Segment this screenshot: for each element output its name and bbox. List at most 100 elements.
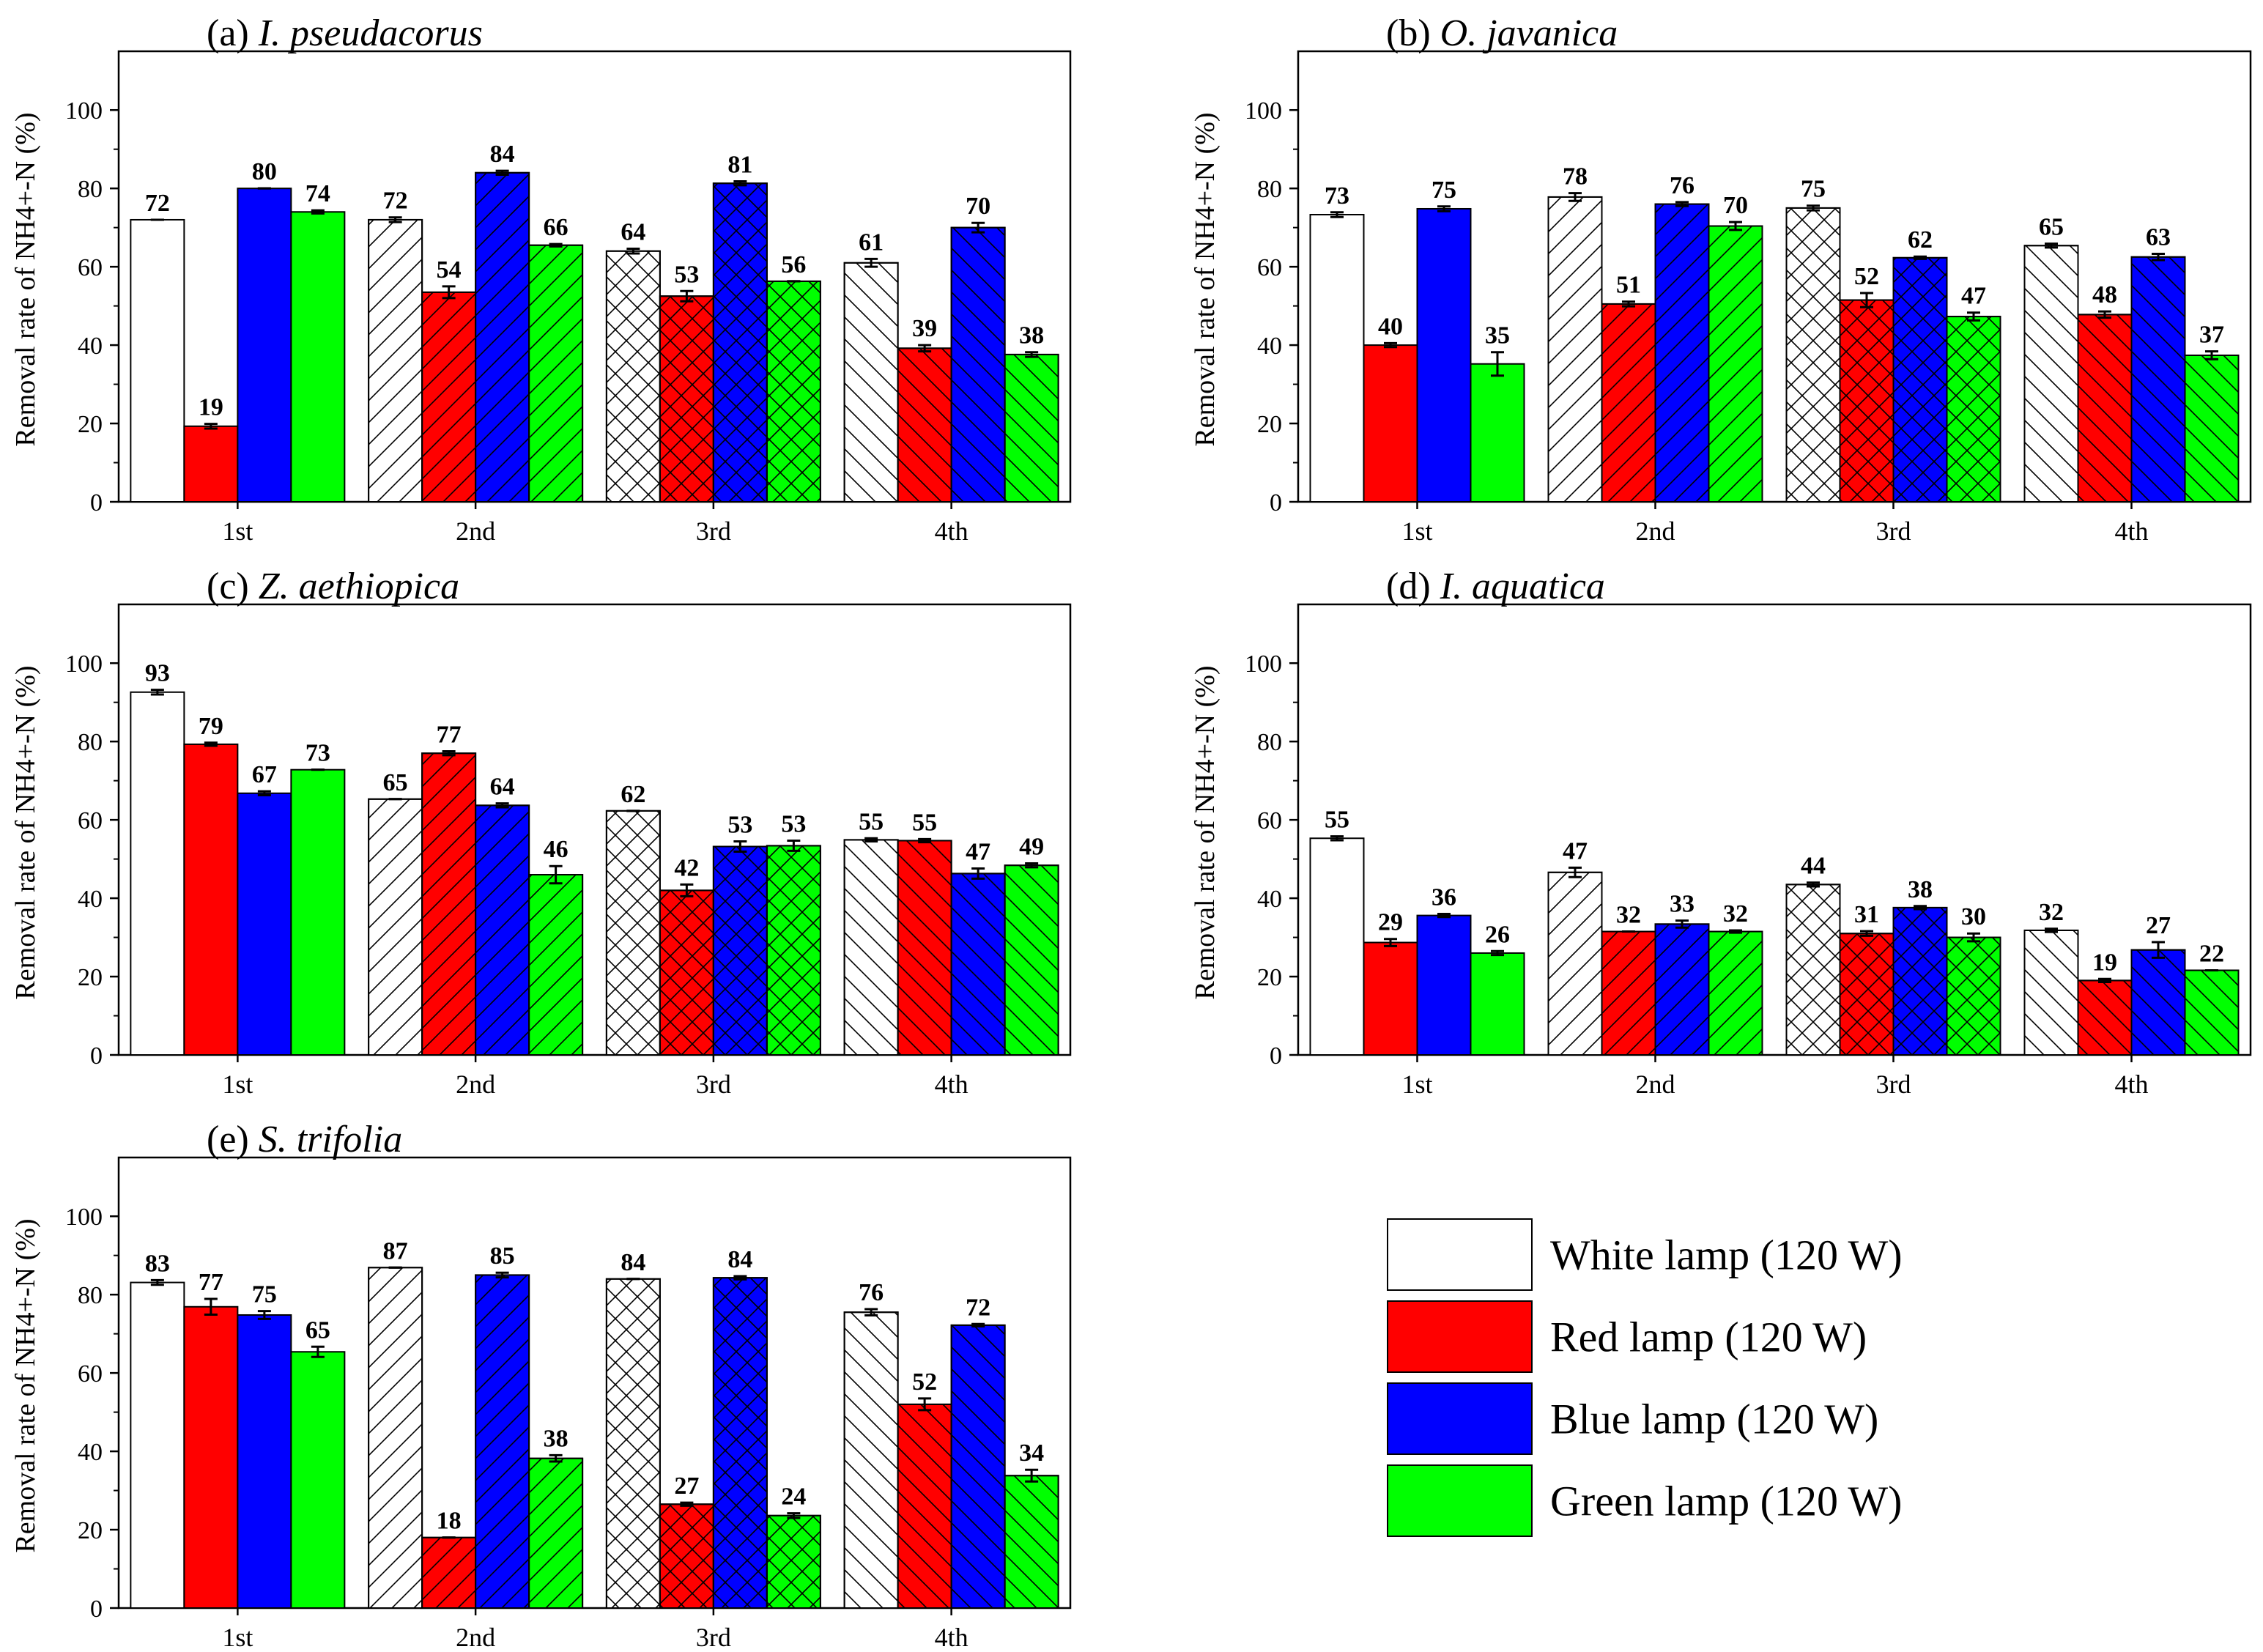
data-label: 46 xyxy=(544,836,568,863)
bar-hatch xyxy=(1946,316,2001,503)
bar-hatch xyxy=(605,1278,661,1609)
data-label: 75 xyxy=(1801,176,1826,203)
data-label: 84 xyxy=(621,1249,645,1276)
x-tick-label: 2nd xyxy=(456,1070,495,1099)
data-label: 55 xyxy=(859,808,884,835)
bar xyxy=(1309,214,1365,503)
data-label: 38 xyxy=(544,1425,568,1452)
chart-title-prefix: (d) xyxy=(1386,566,1440,607)
bar-hatch xyxy=(950,873,1006,1056)
bar-hatch xyxy=(1839,299,1895,503)
data-label: 72 xyxy=(145,190,170,217)
bar-hatch xyxy=(475,171,530,503)
data-label: 55 xyxy=(1325,807,1349,834)
data-label: 38 xyxy=(1019,322,1044,349)
y-axis-label: Removal rate of NH4+-N (%) xyxy=(10,665,41,999)
data-label: 56 xyxy=(781,251,806,278)
data-label: 42 xyxy=(674,854,699,881)
data-label: 75 xyxy=(252,1281,277,1308)
data-label: 72 xyxy=(966,1294,990,1321)
data-label: 84 xyxy=(490,141,515,168)
bar-hatch xyxy=(421,291,477,503)
data-label: 53 xyxy=(674,261,699,288)
bar xyxy=(237,792,292,1056)
bar xyxy=(290,211,346,503)
bar-hatch xyxy=(1654,923,1710,1056)
chart-title-prefix: (c) xyxy=(207,566,259,607)
y-tick-label: 80 xyxy=(1257,729,1282,756)
y-axis-label: Removal rate of NH4+-N (%) xyxy=(10,1218,41,1552)
y-tick-label: 40 xyxy=(78,333,103,360)
bar xyxy=(237,1314,292,1610)
data-label: 37 xyxy=(2199,322,2224,349)
data-label: 65 xyxy=(383,769,408,796)
bar-hatch xyxy=(712,1277,768,1609)
bar-hatch xyxy=(897,347,952,503)
bar xyxy=(1363,941,1418,1056)
data-label: 73 xyxy=(1325,182,1349,210)
chart-title: (b) O. javanica xyxy=(1386,12,1618,54)
bar xyxy=(1363,344,1418,503)
data-label: 77 xyxy=(437,722,462,749)
data-label: 66 xyxy=(544,214,568,241)
plot-frame xyxy=(1297,50,2252,503)
bar-hatch xyxy=(528,1457,584,1609)
data-label: 64 xyxy=(490,774,515,801)
bar-hatch xyxy=(368,798,423,1056)
y-tick-label: 100 xyxy=(65,651,103,678)
data-label: 76 xyxy=(859,1279,884,1306)
y-tick-label: 0 xyxy=(90,489,103,516)
x-tick-label: 4th xyxy=(935,516,968,546)
bar xyxy=(290,768,346,1056)
legend-swatch xyxy=(1387,1300,1533,1373)
chart-title-species: I. pseudacorus xyxy=(258,12,483,54)
bar-hatch xyxy=(843,262,899,503)
bar xyxy=(130,218,185,503)
bar-hatch xyxy=(897,1403,952,1610)
data-label: 52 xyxy=(1854,263,1879,290)
bar xyxy=(1470,952,1525,1056)
bar-hatch xyxy=(368,218,423,503)
bar-hatch xyxy=(1004,1475,1059,1610)
data-label: 67 xyxy=(252,761,277,788)
y-tick-label: 20 xyxy=(78,411,103,438)
bar-hatch xyxy=(2077,314,2133,503)
data-label: 62 xyxy=(1908,226,1933,253)
plot-frame xyxy=(117,603,1072,1056)
x-tick-label: 2nd xyxy=(1636,516,1675,546)
x-tick-label: 2nd xyxy=(456,516,495,546)
y-tick-label: 100 xyxy=(65,97,103,125)
chart-title: (c) Z. aethiopica xyxy=(207,566,459,607)
data-label: 47 xyxy=(966,838,990,865)
chart-title-species: Z. aethiopica xyxy=(259,566,459,607)
data-label: 83 xyxy=(145,1250,170,1277)
bar-hatch xyxy=(605,810,661,1056)
data-label: 38 xyxy=(1908,876,1933,903)
data-label: 87 xyxy=(383,1237,408,1264)
x-tick-label: 1st xyxy=(222,1623,253,1652)
data-label: 27 xyxy=(2146,912,2171,939)
y-tick-label: 20 xyxy=(1257,411,1282,438)
bar-hatch xyxy=(368,1267,423,1609)
y-tick-label: 0 xyxy=(90,1042,103,1070)
data-label: 70 xyxy=(966,193,990,220)
bar-hatch xyxy=(659,295,714,503)
data-label: 26 xyxy=(1485,921,1510,948)
y-tick-label: 60 xyxy=(78,807,103,834)
y-tick-label: 100 xyxy=(1245,97,1282,125)
y-tick-label: 40 xyxy=(1257,886,1282,913)
chart-panel-1: 0 20 40 60 80 100 Removal rate of NH4+-N (%) (a… xyxy=(10,12,1072,546)
data-label: 85 xyxy=(490,1242,515,1270)
bar xyxy=(183,743,239,1056)
x-tick-label: 2nd xyxy=(456,1623,495,1652)
bar-hatch xyxy=(2184,969,2240,1056)
data-label: 70 xyxy=(1723,192,1748,219)
data-label: 48 xyxy=(2092,281,2117,308)
data-label: 61 xyxy=(859,229,884,256)
chart-title-prefix: (b) xyxy=(1386,12,1440,54)
chart-panel-3: 0 20 40 60 80 100 Removal rate of NH4+-N (%) (c… xyxy=(10,566,1072,1099)
x-tick-label: 4th xyxy=(2114,1070,2148,1099)
bar-hatch xyxy=(1547,871,1603,1056)
data-label: 54 xyxy=(437,256,462,284)
plot-frame xyxy=(1297,603,2252,1056)
